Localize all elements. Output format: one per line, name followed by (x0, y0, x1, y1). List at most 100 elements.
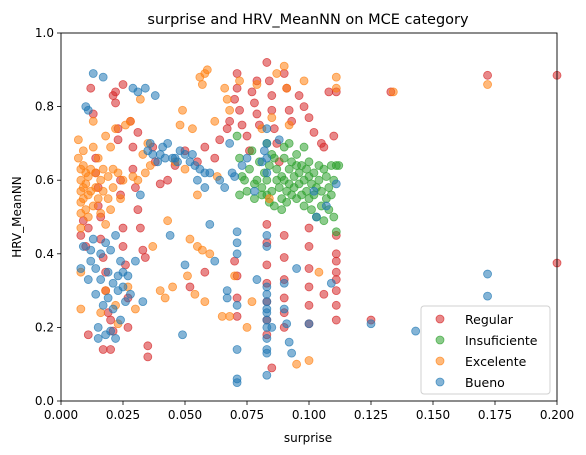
point-insuficiente-67 (332, 228, 340, 236)
point-regular-95 (280, 231, 288, 239)
point-regular-3 (84, 224, 92, 232)
point-regular-125 (268, 364, 276, 372)
point-regular-62 (243, 132, 251, 140)
point-bueno-5 (87, 246, 95, 254)
point-regular-31 (129, 165, 137, 173)
point-excelente-70 (186, 235, 194, 243)
point-regular-88 (263, 220, 271, 228)
point-regular-86 (330, 132, 338, 140)
point-excelente-68 (181, 165, 189, 173)
point-bueno-30 (117, 316, 125, 324)
point-regular-59 (233, 69, 241, 77)
point-bueno-73 (233, 239, 241, 247)
point-regular-56 (226, 117, 234, 125)
point-regular-71 (268, 106, 276, 114)
point-regular-65 (250, 99, 258, 107)
point-regular-77 (285, 106, 293, 114)
point-insuficiente-18 (273, 165, 281, 173)
point-regular-54 (216, 136, 224, 144)
point-bueno-61 (193, 176, 201, 184)
point-bueno-72 (233, 228, 241, 236)
point-excelente-45 (114, 169, 122, 177)
point-bueno-29 (117, 257, 125, 265)
point-bueno-7 (89, 235, 97, 243)
point-bueno-96 (263, 316, 271, 324)
point-insuficiente-68 (335, 161, 343, 169)
point-insuficiente-77 (278, 206, 286, 214)
point-regular-4 (84, 331, 92, 339)
point-regular-36 (141, 253, 149, 261)
point-bueno-112 (312, 213, 320, 221)
point-regular-19 (112, 99, 120, 107)
point-bueno-8 (89, 69, 97, 77)
point-bueno-88 (263, 169, 271, 177)
point-insuficiente-47 (307, 206, 315, 214)
point-excelente-90 (243, 323, 251, 331)
point-bueno-74 (233, 250, 241, 258)
point-excelente-73 (193, 191, 201, 199)
point-insuficiente-44 (305, 158, 313, 166)
point-excelente-62 (161, 294, 169, 302)
point-bueno-90 (263, 242, 271, 250)
point-regular-128 (186, 283, 194, 291)
point-excelente-98 (285, 121, 293, 129)
point-regular-108 (332, 250, 340, 258)
point-bueno-15 (99, 73, 107, 81)
point-bueno-39 (136, 191, 144, 199)
point-bueno-101 (263, 371, 271, 379)
point-bueno-114 (327, 279, 335, 287)
point-bueno-9 (92, 265, 100, 273)
point-insuficiente-69 (285, 139, 293, 147)
point-excelente-42 (109, 184, 117, 192)
point-excelente-27 (94, 154, 102, 162)
point-excelente-85 (221, 84, 229, 92)
point-regular-52 (201, 143, 209, 151)
point-regular-81 (305, 114, 313, 122)
y-tick-label: 0.8 (35, 100, 54, 114)
point-bueno-122 (201, 184, 209, 192)
point-regular-126 (231, 257, 239, 265)
point-excelente-102 (315, 268, 323, 276)
point-excelente-66 (176, 121, 184, 129)
point-regular-85 (325, 88, 333, 96)
point-bueno-93 (263, 298, 271, 306)
x-tick-label: 0.025 (106, 408, 140, 422)
y-tick-label: 0.0 (35, 394, 54, 408)
point-regular-82 (310, 128, 318, 136)
point-regular-115 (320, 290, 328, 298)
point-bueno-25 (112, 231, 120, 239)
legend-marker-regular (436, 315, 444, 323)
point-insuficiente-60 (325, 184, 333, 192)
point-excelente-105 (389, 88, 397, 96)
point-insuficiente-1 (236, 154, 244, 162)
point-excelente-16 (82, 206, 90, 214)
point-regular-118 (233, 312, 241, 320)
point-excelente-51 (126, 117, 134, 125)
point-regular-55 (223, 125, 231, 133)
point-insuficiente-22 (280, 154, 288, 162)
point-excelente-86 (223, 95, 231, 103)
point-excelente-33 (99, 187, 107, 195)
point-bueno-120 (223, 287, 231, 295)
point-bueno-41 (141, 84, 149, 92)
point-excelente-19 (84, 213, 92, 221)
point-regular-90 (263, 261, 271, 269)
x-tick-label: 0.075 (230, 408, 264, 422)
point-excelente-17 (84, 173, 92, 181)
point-excelente-28 (94, 195, 102, 203)
x-tick-label: 0.150 (416, 408, 450, 422)
point-bueno-32 (119, 283, 127, 291)
x-tick-label: 0.000 (44, 408, 78, 422)
point-regular-68 (263, 58, 271, 66)
point-regular-40 (99, 345, 107, 353)
point-regular-24 (119, 224, 127, 232)
point-bueno-100 (263, 349, 271, 357)
point-insuficiente-26 (283, 198, 291, 206)
point-insuficiente-56 (320, 165, 328, 173)
point-bueno-117 (412, 327, 420, 335)
point-bueno-82 (253, 276, 261, 284)
point-regular-47 (156, 180, 164, 188)
point-bueno-56 (179, 331, 187, 339)
point-regular-43 (119, 81, 127, 89)
legend-marker-bueno (436, 378, 444, 386)
